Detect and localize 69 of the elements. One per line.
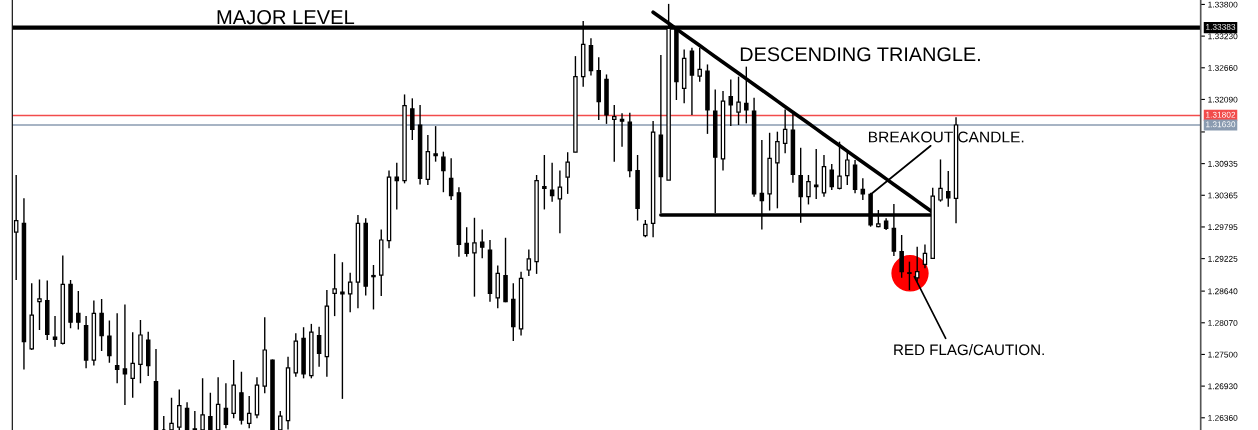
candlestick — [464, 226, 469, 258]
annotation: DESCENDING TRIANGLE. — [740, 47, 980, 62]
candlestick — [472, 217, 477, 298]
candlestick — [441, 150, 446, 193]
candlestick — [946, 170, 951, 208]
y-tick-label: 1.29225 — [1208, 255, 1238, 262]
candlestick — [114, 312, 120, 385]
candlestick — [744, 65, 749, 125]
y-tick-label: 1.26360 — [1208, 414, 1238, 421]
candlestick — [347, 272, 353, 313]
candlestick — [728, 78, 734, 127]
candlestick — [200, 377, 205, 430]
y-tick-label: 1.32090 — [1208, 96, 1238, 103]
candlestick — [278, 410, 283, 430]
candlestick — [332, 253, 337, 317]
annotation: RED FLAG/CAUTION. — [894, 344, 1044, 356]
candlestick — [829, 163, 835, 191]
annotation: MAJOR LEVEL — [217, 10, 355, 25]
ref-line-label: 1.33383 — [1206, 23, 1236, 30]
candlestick — [99, 298, 104, 352]
candlestick — [557, 169, 563, 235]
candlestick — [782, 108, 788, 155]
y-tick-label: 1.30935 — [1208, 160, 1238, 167]
candlestick — [813, 148, 819, 200]
candlestick — [542, 154, 547, 211]
candlestick — [169, 397, 174, 430]
ref-line-label: 1.31802 — [1206, 111, 1236, 118]
candlestick — [689, 47, 695, 116]
candlestick — [549, 162, 555, 203]
y-tick-label: 1.33800 — [1208, 1, 1238, 8]
candlestick — [612, 104, 617, 163]
candlestick — [619, 112, 625, 148]
y-tick-label: 1.27500 — [1208, 351, 1238, 358]
ref-line-label: 1.31630 — [1206, 121, 1236, 128]
candlestick — [433, 125, 438, 163]
candlestick — [899, 234, 904, 279]
annotation: BREAKOUT CANDLE. — [868, 131, 1024, 143]
candlestick — [246, 395, 252, 430]
candlestick — [107, 319, 112, 364]
candlestick — [806, 174, 811, 206]
candlestick — [697, 47, 702, 83]
candlestick — [837, 140, 842, 191]
y-tick-label: 1.29795 — [1208, 224, 1238, 231]
candlestick — [845, 149, 850, 186]
candlestick — [775, 130, 780, 210]
candlestick — [736, 75, 741, 126]
candlestick — [192, 410, 198, 430]
y-tick-label: 1.32660 — [1208, 64, 1238, 71]
candlestick — [565, 151, 570, 195]
candlestick — [130, 331, 135, 399]
y-tick-label: 1.28640 — [1208, 288, 1238, 295]
candlestick — [860, 177, 866, 201]
candlestick — [479, 228, 485, 260]
candlestick — [410, 97, 415, 141]
candlestick — [907, 260, 912, 291]
candlestick — [938, 158, 943, 203]
candlestick — [340, 261, 345, 400]
y-tick-label: 1.26930 — [1208, 383, 1238, 390]
candlestick — [76, 290, 81, 331]
candlestick — [371, 264, 376, 311]
candlestick — [526, 248, 532, 277]
candlestick — [316, 325, 322, 368]
candlestick — [37, 278, 42, 331]
candlestick — [122, 303, 128, 406]
candlestick — [177, 388, 182, 430]
candlestick — [208, 392, 213, 430]
y-tick-label: 1.33230 — [1208, 33, 1238, 40]
y-tick-label: 1.30365 — [1208, 192, 1238, 199]
y-tick-label: 1.28070 — [1208, 319, 1238, 326]
